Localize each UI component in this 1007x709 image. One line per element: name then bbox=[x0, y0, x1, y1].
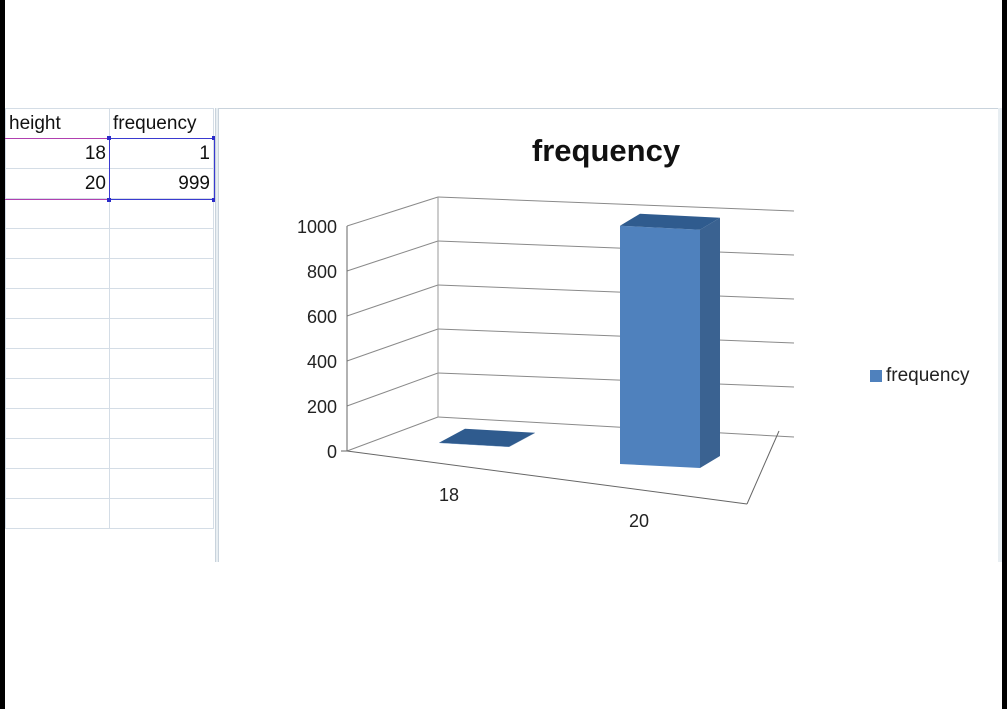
selection-handle[interactable] bbox=[107, 198, 111, 202]
gridline bbox=[437, 416, 795, 438]
empty-cell[interactable] bbox=[109, 228, 214, 259]
chart-title: frequency bbox=[532, 133, 681, 168]
empty-cell[interactable] bbox=[109, 438, 214, 469]
table-row bbox=[5, 258, 214, 289]
table-row bbox=[5, 498, 214, 529]
empty-cell[interactable] bbox=[5, 408, 110, 439]
empty-cell[interactable] bbox=[109, 288, 214, 319]
bar-top bbox=[439, 428, 535, 447]
y-tick-label: 1000 bbox=[297, 217, 337, 237]
empty-cell[interactable] bbox=[109, 348, 214, 379]
pane-splitter[interactable] bbox=[215, 108, 219, 562]
table-row bbox=[5, 318, 214, 349]
empty-cell[interactable] bbox=[109, 198, 214, 229]
table-row: 18 1 bbox=[5, 138, 214, 169]
bar-side bbox=[700, 217, 720, 468]
gridline bbox=[346, 372, 439, 407]
floor-right-edge bbox=[746, 430, 780, 505]
bar-front bbox=[439, 442, 509, 447]
table-row: 20 999 bbox=[5, 168, 214, 199]
empty-cell[interactable] bbox=[5, 438, 110, 469]
gridline bbox=[437, 372, 795, 388]
x-tick-label: 20 bbox=[629, 511, 649, 531]
empty-cell[interactable] bbox=[5, 288, 110, 319]
empty-cell[interactable] bbox=[5, 318, 110, 349]
table-row bbox=[5, 288, 214, 319]
chart-area[interactable]: frequency 0 200 400 600 800 1000 18 20 frequen… bbox=[219, 108, 1002, 563]
chart-axes bbox=[341, 197, 780, 505]
gridline bbox=[437, 196, 795, 212]
x-axis bbox=[346, 450, 748, 505]
table-row bbox=[5, 378, 214, 409]
gridline bbox=[437, 240, 795, 256]
empty-cell[interactable] bbox=[109, 318, 214, 349]
gridline bbox=[346, 284, 439, 317]
empty-cell[interactable] bbox=[5, 378, 110, 409]
cell-height-2[interactable]: 20 bbox=[5, 168, 110, 199]
empty-cell[interactable] bbox=[109, 408, 214, 439]
chart-gridlines bbox=[346, 196, 795, 452]
x-tick-label: 18 bbox=[439, 485, 459, 505]
bar-top bbox=[620, 213, 720, 230]
empty-cell[interactable] bbox=[5, 498, 110, 529]
gridline bbox=[346, 240, 439, 272]
chart-legend[interactable]: frequency bbox=[870, 365, 970, 386]
table-row bbox=[5, 408, 214, 439]
table-row bbox=[5, 468, 214, 499]
empty-cell[interactable] bbox=[5, 198, 110, 229]
empty-cell[interactable] bbox=[5, 348, 110, 379]
cell-frequency-1[interactable]: 1 bbox=[109, 138, 214, 169]
gridline bbox=[346, 416, 439, 452]
selection-handle[interactable] bbox=[212, 198, 216, 202]
cell-height-1[interactable]: 18 bbox=[5, 138, 110, 169]
y-tick-label: 600 bbox=[307, 307, 337, 327]
chart-bars bbox=[439, 213, 720, 468]
header-height[interactable]: height bbox=[5, 108, 110, 139]
table-row bbox=[5, 438, 214, 469]
gridline bbox=[437, 284, 795, 300]
table-header-row: height frequency bbox=[5, 108, 214, 139]
data-table: height frequency 18 1 20 999 bbox=[5, 108, 214, 529]
table-row bbox=[5, 228, 214, 259]
y-tick-label: 800 bbox=[307, 262, 337, 282]
legend-label: frequency bbox=[886, 365, 970, 386]
bar-front bbox=[620, 225, 700, 468]
legend-swatch bbox=[870, 370, 882, 382]
y-tick-label: 200 bbox=[307, 397, 337, 417]
empty-cell[interactable] bbox=[5, 228, 110, 259]
y-tick-label: 0 bbox=[327, 442, 337, 462]
table-row bbox=[5, 348, 214, 379]
empty-cell[interactable] bbox=[109, 378, 214, 409]
empty-cell[interactable] bbox=[5, 468, 110, 499]
gridline bbox=[346, 328, 439, 362]
empty-cell[interactable] bbox=[109, 258, 214, 289]
empty-cell[interactable] bbox=[5, 258, 110, 289]
empty-cell[interactable] bbox=[109, 498, 214, 529]
cell-frequency-2[interactable]: 999 bbox=[109, 168, 214, 199]
y-tick-label: 400 bbox=[307, 352, 337, 372]
gridline bbox=[437, 328, 795, 344]
selection-handle[interactable] bbox=[212, 136, 216, 140]
scrollbar-right[interactable] bbox=[998, 108, 1002, 562]
header-frequency[interactable]: frequency bbox=[109, 108, 214, 139]
spreadsheet: height frequency 18 1 20 999 bbox=[5, 108, 217, 562]
gridline bbox=[346, 196, 439, 227]
bar-side bbox=[509, 432, 535, 447]
table-row bbox=[5, 198, 214, 229]
empty-cell[interactable] bbox=[109, 468, 214, 499]
y-tick-labels: 0 200 400 600 800 1000 bbox=[297, 217, 337, 462]
selection-handle[interactable] bbox=[107, 136, 111, 140]
